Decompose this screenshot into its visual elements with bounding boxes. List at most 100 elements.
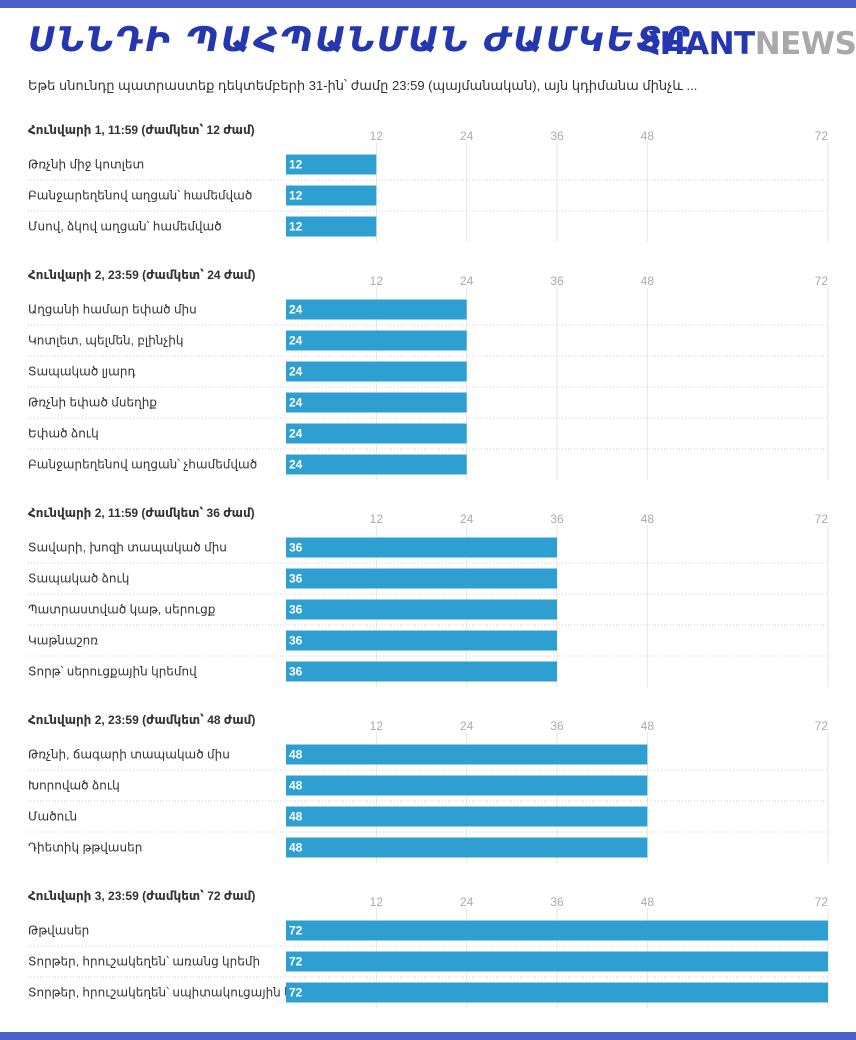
category-label: Դիետիկ թթվասեր <box>28 841 142 855</box>
bar <box>286 661 557 682</box>
bar <box>286 630 557 651</box>
bar-value-label: 72 <box>289 955 303 969</box>
bar-value-label: 72 <box>289 986 303 1000</box>
category-label: Տորթեր, հրուշակեղեն՝ սպիտակուցային կրեմո… <box>28 986 330 1000</box>
tick-label: 72 <box>815 274 829 288</box>
bar-value-label: 12 <box>289 220 303 234</box>
bar <box>286 775 648 796</box>
bar-value-label: 48 <box>289 841 303 855</box>
bar <box>286 361 467 382</box>
tick-label: 48 <box>641 895 655 909</box>
category-label: Թռչնի, ճագարի տապակած միս <box>28 748 230 762</box>
tick-label: 12 <box>370 274 384 288</box>
tick-label: 48 <box>641 274 655 288</box>
category-label: Մսով, ձկով աղցան՝ համեմված <box>28 220 222 234</box>
tick-label: 24 <box>460 129 474 143</box>
tick-label: 72 <box>815 512 829 526</box>
category-label: Տապակած ձուկ <box>28 572 129 586</box>
tick-label: 12 <box>370 129 384 143</box>
category-label: Եփած ձուկ <box>28 427 99 441</box>
category-label: Կաթնաշոռ <box>28 634 98 648</box>
bar-value-label: 24 <box>289 365 303 379</box>
logo-text-secondary: NEWS <box>754 26 856 62</box>
bar <box>286 454 467 475</box>
bar-value-label: 12 <box>289 189 303 203</box>
bar-value-label: 24 <box>289 458 303 472</box>
bar <box>286 330 467 351</box>
category-label: Տորթեր, հրուշակեղեն՝ առանց կրեմի <box>28 955 260 969</box>
tick-label: 72 <box>815 719 829 733</box>
category-label: Աղցանի համար եփած միս <box>28 303 197 317</box>
category-label: Թթվասեր <box>28 924 89 938</box>
bar <box>286 920 828 941</box>
tick-label: 12 <box>370 719 384 733</box>
bar <box>286 185 377 206</box>
bar-value-label: 24 <box>289 427 303 441</box>
bar-value-label: 36 <box>289 541 303 555</box>
bar-value-label: 48 <box>289 748 303 762</box>
bar <box>286 423 467 444</box>
site-logo: ՀHANTNEWS <box>640 26 856 62</box>
tick-label: 48 <box>641 129 655 143</box>
category-label: Տորթ՝ սերուցքային կրեմով <box>28 665 197 679</box>
page-title: ՍՆՆԴԻ ՊԱՀՊԱՆՄԱՆ ԺԱՄԿԵՏԸ <box>28 20 694 60</box>
bar <box>286 216 377 237</box>
bar-chart-panel: Հունվարի 2, 23:59 (ժամկետ՝ 48 ժամ) 12 24 36… <box>28 713 829 863</box>
category-label: Խորոված ձուկ <box>28 779 120 793</box>
bar <box>286 806 648 827</box>
bar <box>286 392 467 413</box>
logo-text-primary: ՀHANT <box>640 26 755 62</box>
bar-chart-panel: Հունվարի 3, 23:59 (ժամկետ՝ 72 ժամ) 12 24 36… <box>28 889 829 1008</box>
category-label: Բանջարեղենով աղցան՝ չհամեմված <box>28 458 257 472</box>
tick-label: 72 <box>815 895 829 909</box>
bar <box>286 537 557 558</box>
tick-label: 48 <box>641 512 655 526</box>
tick-label: 24 <box>460 274 474 288</box>
bar <box>286 599 557 620</box>
bar-value-label: 36 <box>289 634 303 648</box>
category-label: Բանջարեղենով աղցան՝ համեմված <box>28 189 252 203</box>
bar-value-label: 36 <box>289 603 303 617</box>
category-label: Տապակած լյարդ <box>28 365 135 379</box>
page-subtitle: Եթե սնունդը պատրաստեք դեկտեմբերի 31-ին՝ … <box>28 78 698 93</box>
panel-title: Հունվարի 2, 23:59 (ժամկետ՝ 24 ժամ) <box>28 268 255 282</box>
panel-title: Հունվարի 2, 23:59 (ժամկետ՝ 48 ժամ) <box>28 713 255 727</box>
tick-label: 24 <box>460 719 474 733</box>
bar-value-label: 24 <box>289 303 303 317</box>
tick-label: 36 <box>550 512 564 526</box>
tick-label: 36 <box>550 274 564 288</box>
tick-label: 36 <box>550 895 564 909</box>
bar <box>286 568 557 589</box>
category-label: Պատրաստված կաթ, սերուցք <box>28 603 215 617</box>
panel-title: Հունվարի 1, 11:59 (ժամկետ՝ 12 ժամ) <box>28 123 255 137</box>
bar <box>286 837 648 858</box>
bar <box>286 744 648 765</box>
bar <box>286 982 828 1003</box>
category-label: Տավարի, խոզի տապակած միս <box>28 541 227 555</box>
panel-title: Հունվարի 3, 23:59 (ժամկետ՝ 72 ժամ) <box>28 889 255 903</box>
tick-label: 24 <box>460 895 474 909</box>
bar-value-label: 24 <box>289 334 303 348</box>
bar-chart-panel: Հունվարի 2, 23:59 (ժամկետ՝ 24 ժամ) 12 24 36… <box>28 268 829 480</box>
bar-value-label: 36 <box>289 572 303 586</box>
bar-value-label: 48 <box>289 779 303 793</box>
tick-label: 12 <box>370 512 384 526</box>
tick-label: 24 <box>460 512 474 526</box>
bar-value-label: 24 <box>289 396 303 410</box>
tick-label: 72 <box>815 129 829 143</box>
bar <box>286 299 467 320</box>
top-accent-bar <box>0 0 856 8</box>
tick-label: 36 <box>550 719 564 733</box>
bar-value-label: 12 <box>289 158 303 172</box>
category-label: Մածուն <box>28 810 77 824</box>
category-label: Թռչնի եփած մսեղիք <box>28 396 157 410</box>
category-label: Թռչնի միջ կոտլետ <box>28 158 144 172</box>
category-label: Կոտլետ, պելմեն, բլինչիկ <box>28 334 183 348</box>
bar <box>286 951 828 972</box>
bar-value-label: 72 <box>289 924 303 938</box>
tick-label: 48 <box>641 719 655 733</box>
bar-value-label: 36 <box>289 665 303 679</box>
tick-label: 12 <box>370 895 384 909</box>
bar-value-label: 48 <box>289 810 303 824</box>
